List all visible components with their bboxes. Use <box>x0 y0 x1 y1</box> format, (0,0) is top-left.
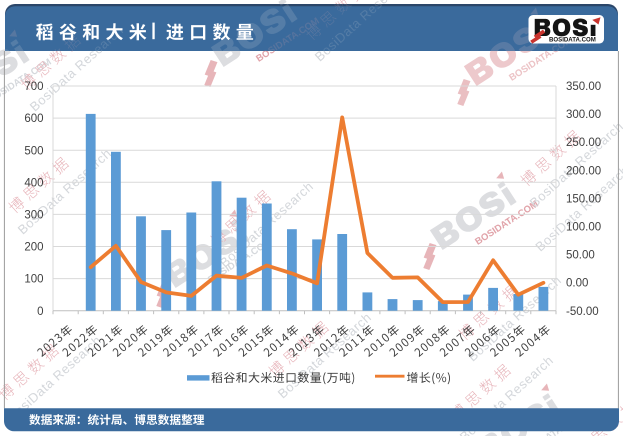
svg-text:250.00: 250.00 <box>566 137 601 149</box>
svg-text:600: 600 <box>24 113 43 125</box>
svg-text:700: 700 <box>24 81 43 93</box>
svg-text:350.00: 350.00 <box>566 81 601 93</box>
svg-text:0.00: 0.00 <box>566 278 588 290</box>
svg-text:500: 500 <box>24 145 43 157</box>
svg-text:400: 400 <box>24 177 43 189</box>
svg-text:300: 300 <box>24 210 43 222</box>
svg-text:100.00: 100.00 <box>566 222 601 234</box>
svg-text:-50.00: -50.00 <box>566 306 599 318</box>
svg-text:100: 100 <box>24 274 43 286</box>
svg-text:0: 0 <box>37 306 43 318</box>
svg-text:200.00: 200.00 <box>566 165 601 177</box>
svg-text:200: 200 <box>24 242 43 254</box>
svg-text:300.00: 300.00 <box>566 109 601 121</box>
svg-text:50.00: 50.00 <box>566 250 595 262</box>
svg-text:BOSIDATA.COM: BOSIDATA.COM <box>549 36 596 43</box>
svg-text:150.00: 150.00 <box>566 193 601 205</box>
